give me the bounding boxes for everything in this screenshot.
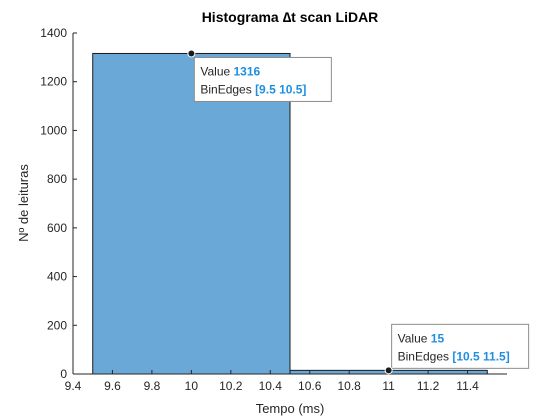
datatip-marker[interactable] <box>187 49 196 58</box>
x-tick-label: 9.8 <box>144 379 161 393</box>
y-tick-label: 200 <box>47 318 67 332</box>
x-tick-label: 10.8 <box>338 379 362 393</box>
x-tick-label: 11.4 <box>456 379 479 393</box>
y-tick-label: 1400 <box>40 26 67 40</box>
x-tick-label: 9.4 <box>65 379 82 393</box>
y-tick-label: 600 <box>47 221 67 235</box>
datatip-1: Value 1316 BinEdges [9.5 10.5] <box>187 49 332 102</box>
x-tick-label: 9.6 <box>104 379 121 393</box>
x-tick-label: 10.2 <box>219 379 243 393</box>
datatip-box <box>391 323 530 369</box>
datatip-box <box>193 56 332 102</box>
x-tick-label: 10 <box>185 379 199 393</box>
y-tick-label: 0 <box>60 367 67 381</box>
datatip-edges-line: BinEdges [9.5 10.5] <box>200 82 306 96</box>
x-axis-label: Tempo (ms) <box>256 401 325 416</box>
y-axis-label: Nº de leituras <box>16 164 31 242</box>
y-tick-label: 1200 <box>40 75 67 89</box>
chart-title: Histograma ∆t scan LiDAR <box>202 9 379 25</box>
x-tick-label: 11.2 <box>417 379 440 393</box>
x-tick-label: 11 <box>382 379 395 393</box>
y-tick-label: 800 <box>47 172 67 186</box>
y-tick-label: 1000 <box>40 123 67 137</box>
datatips-layer: Value 1316 BinEdges [9.5 10.5] Value 15 Bin… <box>187 49 530 375</box>
axes-layer: 9.4 9.6 9.8 10 10.2 10.4 10.6 10.8 11 11.2 11.4 0 20… <box>40 26 507 393</box>
x-tick-label: 10.6 <box>298 379 322 393</box>
y-tick-label: 400 <box>47 270 67 284</box>
datatip-value-line: Value 1316 <box>200 64 260 78</box>
histogram-bar-1 <box>92 52 291 375</box>
datatip-value-line: Value 15 <box>398 331 445 345</box>
datatip-2: Value 15 BinEdges [10.5 11.5] <box>384 323 530 375</box>
datatip-marker[interactable] <box>384 366 393 375</box>
datatip-edges-line: BinEdges [10.5 11.5] <box>398 349 510 363</box>
x-tick-label: 10.4 <box>259 379 283 393</box>
